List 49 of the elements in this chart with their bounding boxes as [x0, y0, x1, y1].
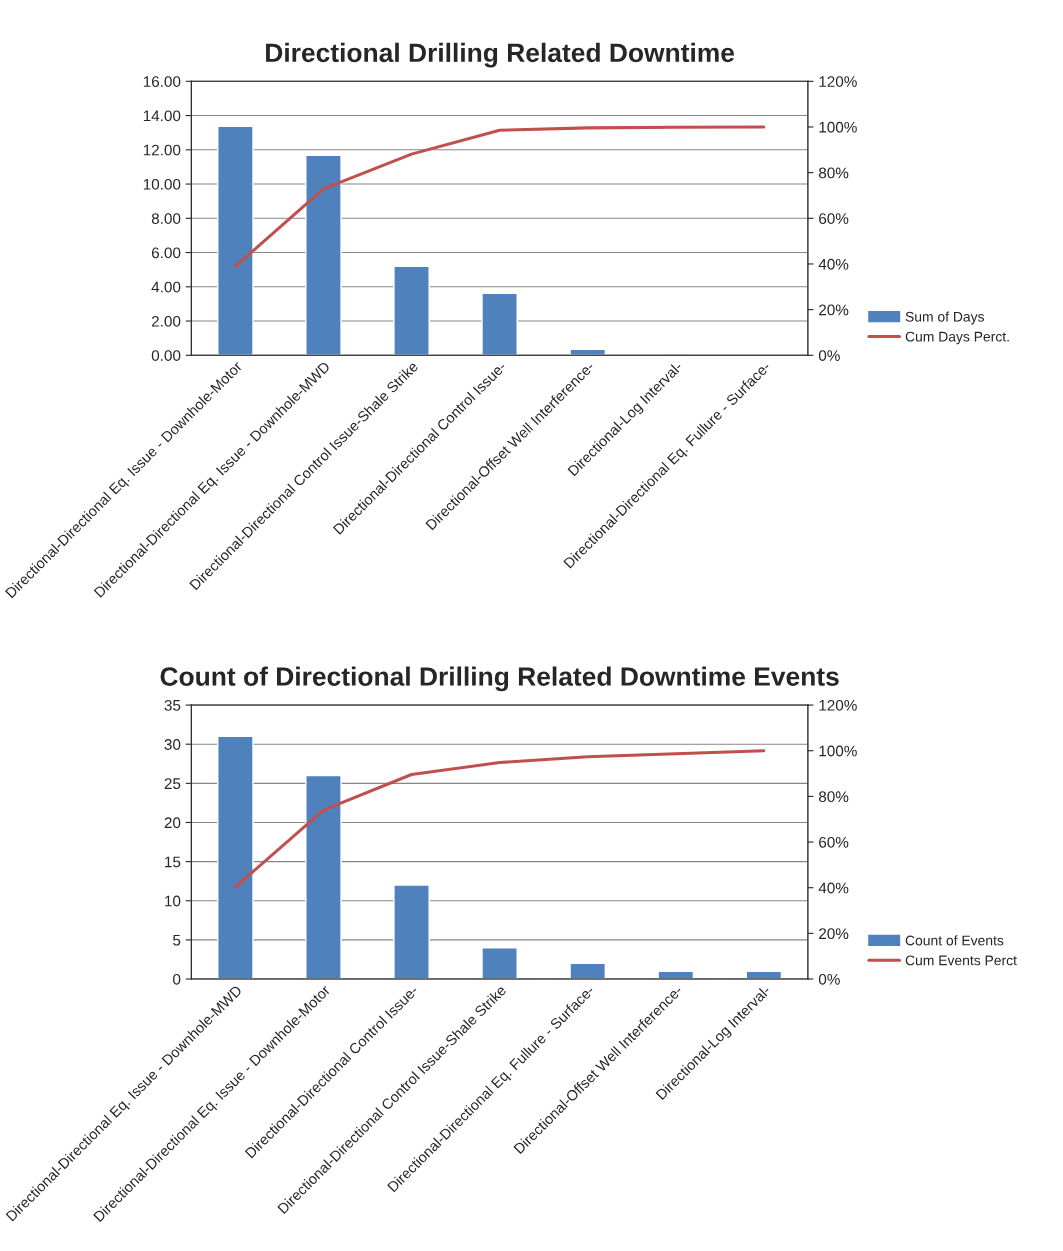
bar	[569, 348, 606, 356]
y-tick-label: 20	[164, 817, 181, 829]
y2-tick-label: 60%	[819, 836, 849, 848]
y-tick-label: 10	[165, 895, 181, 907]
bar	[305, 154, 342, 356]
line-series	[233, 125, 766, 268]
y2-tick-label: 0%	[818, 350, 840, 361]
bar	[393, 265, 430, 356]
bar	[481, 292, 518, 356]
y-tick-label: 14.00	[143, 110, 181, 122]
y-tick-label: 4.00	[151, 281, 181, 293]
y-tick-label: 0.00	[151, 350, 181, 361]
y2-tick-label: 120%	[819, 76, 857, 87]
y2-tick-label: 80%	[818, 791, 849, 803]
chart-title: Directional Drilling Related Downtime	[266, 42, 735, 68]
line-series	[233, 749, 766, 889]
y2-tick-label: 80%	[818, 167, 849, 179]
legend-label: Cum Events Perct	[905, 955, 1017, 966]
legend-label: Sum of Days	[905, 311, 985, 325]
y-tick-label: 10.00	[143, 178, 181, 190]
y2-tick-label: 40%	[818, 882, 849, 894]
y-tick-label: 15	[165, 856, 181, 868]
y-tick-label: 25	[164, 778, 181, 790]
bar	[481, 947, 518, 980]
bar	[217, 735, 254, 980]
y-tick-label: 8.00	[151, 213, 181, 224]
bar	[305, 774, 342, 980]
y-tick-label: 30	[164, 739, 181, 750]
y2-tick-label: 120%	[819, 699, 857, 711]
y2-tick-label: 60%	[819, 213, 849, 224]
bar	[393, 884, 430, 980]
bar	[217, 125, 254, 356]
y2-tick-label: 100%	[819, 121, 857, 133]
y2-tick-label: 40%	[818, 258, 849, 270]
y2-tick-label: 20%	[819, 928, 849, 940]
chart-title: Count of Directional Drilling Related Downtime Events	[160, 666, 839, 692]
y-tick-label: 0	[173, 973, 181, 985]
y-tick-label: 5	[173, 934, 181, 946]
legend-label: Cum Days Perct.	[905, 331, 1009, 345]
y-tick-label: 6.00	[151, 247, 181, 259]
y2-tick-label: 100%	[819, 745, 857, 757]
y-tick-label: 16.00	[143, 76, 181, 87]
y-tick-label: 12.00	[143, 144, 181, 156]
y2-tick-label: 0%	[818, 973, 840, 985]
y2-tick-label: 20%	[819, 304, 849, 316]
bar	[569, 962, 606, 980]
y-tick-label: 2.00	[151, 315, 181, 327]
y-tick-label: 35	[164, 699, 181, 711]
legend-label: Count of Events	[905, 935, 1004, 946]
